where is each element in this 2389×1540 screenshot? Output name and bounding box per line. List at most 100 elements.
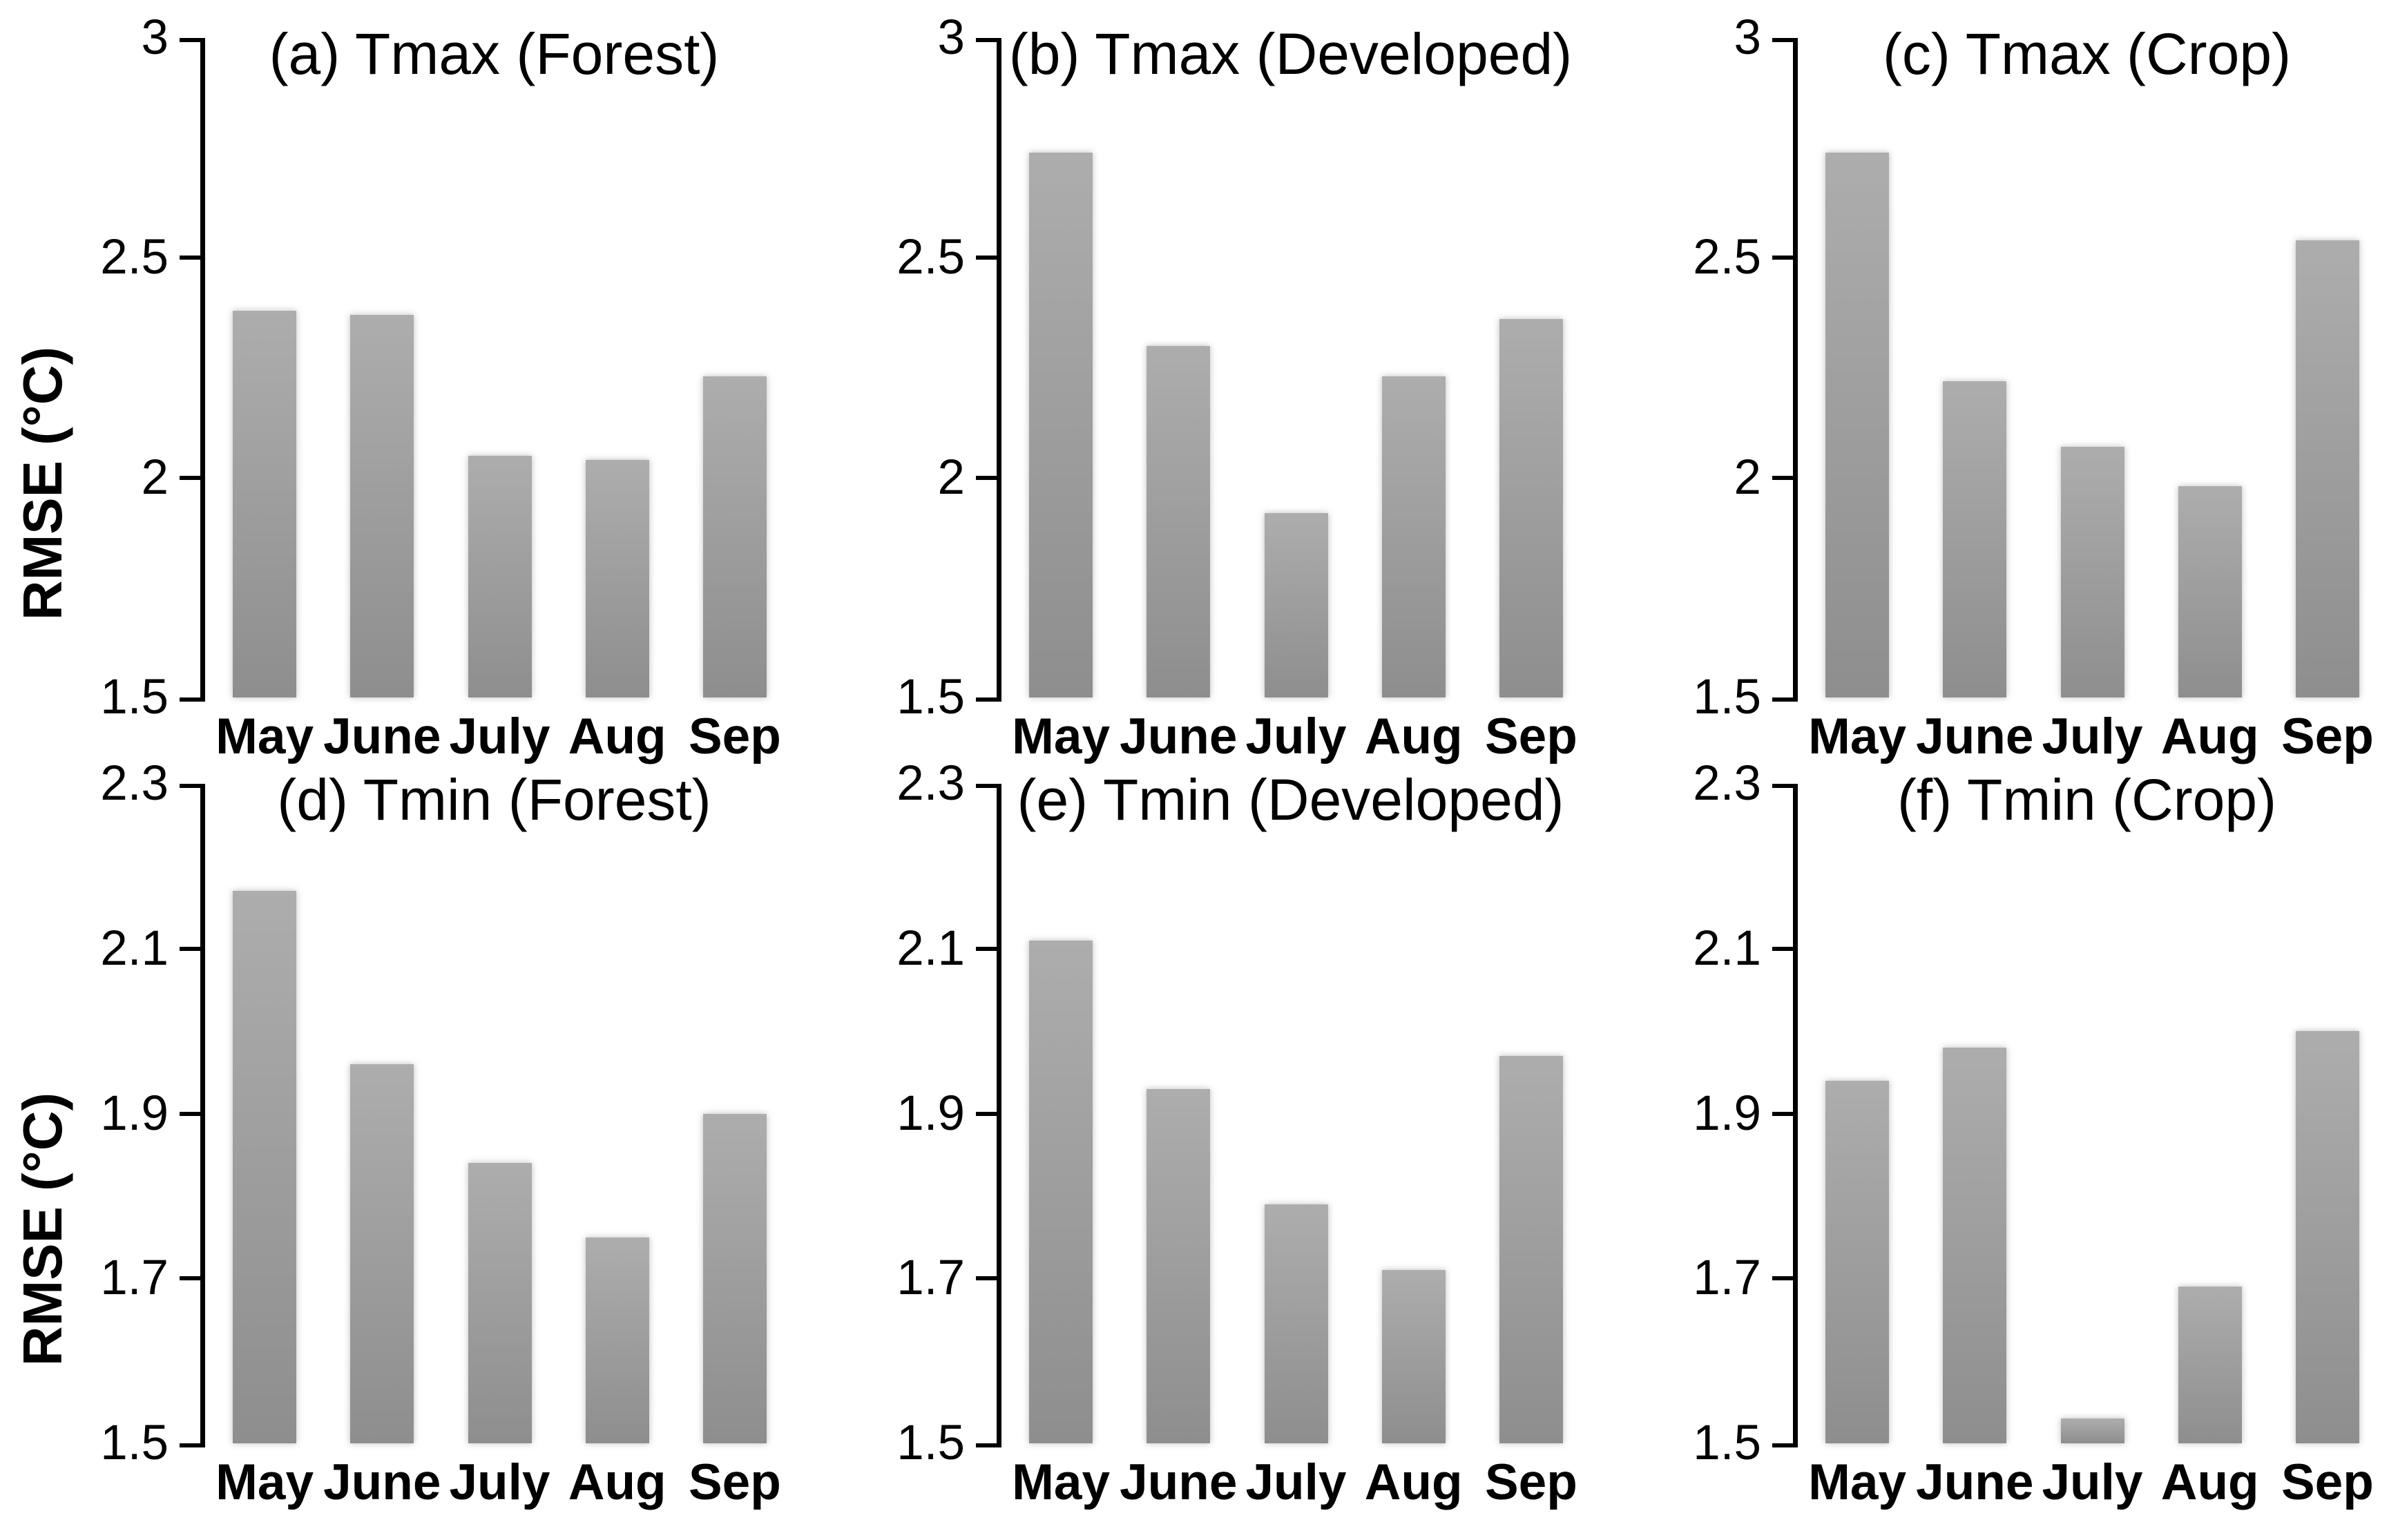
y-tick-label: 3 bbox=[141, 10, 169, 65]
bar-June bbox=[350, 315, 414, 697]
y-tick-label: 2.1 bbox=[896, 921, 965, 976]
y-tick bbox=[976, 1443, 1001, 1447]
bar-Aug bbox=[2178, 1287, 2242, 1443]
x-tick-label-Aug: Aug bbox=[2160, 709, 2259, 764]
y-tick-label: 1.7 bbox=[100, 1251, 169, 1306]
y-tick bbox=[1772, 946, 1798, 951]
y-tick-label: 1.5 bbox=[896, 1416, 965, 1470]
x-tick-label-Sep: Sep bbox=[1484, 709, 1577, 764]
y-tick-label: 1.5 bbox=[1693, 670, 1761, 724]
bar-May bbox=[1029, 940, 1093, 1443]
x-tick-label-June: June bbox=[1916, 709, 2034, 764]
y-tick-label: 2.1 bbox=[1693, 921, 1761, 976]
y-tick bbox=[1772, 475, 1798, 480]
bar-Sep bbox=[702, 1113, 767, 1443]
y-tick-label: 1.9 bbox=[100, 1086, 169, 1141]
bar-June bbox=[1146, 345, 1211, 697]
y-tick-label: 2.5 bbox=[100, 230, 169, 285]
plot-area: 2.3 2.1 1.9 1.7 1.5 May June July Aug Sep bbox=[1593, 746, 2389, 1510]
bar-Aug bbox=[1381, 376, 1446, 697]
y-tick bbox=[976, 697, 1001, 702]
x-tick-label-Sep: Sep bbox=[688, 709, 781, 764]
y-tick-label: 2 bbox=[1734, 450, 1762, 505]
plot-area: 3 2.5 2 1.5 May June July Aug Sep bbox=[0, 0, 796, 764]
bar-Aug bbox=[585, 460, 649, 697]
bar-July bbox=[1264, 512, 1328, 697]
plot-area: 3 2.5 2 1.5 May June July Aug Sep bbox=[796, 0, 1593, 764]
y-tick bbox=[180, 256, 205, 260]
bar-June bbox=[1943, 1048, 2007, 1443]
y-tick bbox=[976, 946, 1001, 951]
y-axis-line bbox=[1793, 38, 1798, 702]
y-tick-label: 1.5 bbox=[1693, 1416, 1761, 1470]
y-tick bbox=[976, 1276, 1001, 1281]
y-tick bbox=[1772, 697, 1798, 702]
bar-June bbox=[1146, 1088, 1211, 1443]
bar-July bbox=[1264, 1204, 1328, 1443]
y-tick bbox=[180, 1276, 205, 1281]
x-tick-label-May: May bbox=[1012, 709, 1111, 764]
y-axis-line bbox=[1793, 784, 1798, 1447]
panel-title: (a) Tmax (Forest) bbox=[269, 21, 720, 86]
y-tick bbox=[180, 38, 205, 42]
x-tick-label-Sep: Sep bbox=[2281, 1454, 2374, 1510]
plot-area: 3 2.5 2 1.5 May June July Aug Sep bbox=[1593, 0, 2389, 764]
y-tick-label: 2.5 bbox=[896, 230, 965, 285]
bar-July bbox=[2060, 1418, 2124, 1443]
panel-f-tmin-crop: (f) Tmin (Crop) 2.3 2.1 1.9 1.7 1.5 May June Ju… bbox=[1593, 746, 2389, 1510]
y-tick bbox=[1772, 38, 1798, 42]
bar-June bbox=[1943, 381, 2007, 697]
plot-area: 2.3 2.1 1.9 1.7 1.5 May June July Aug Sep bbox=[796, 746, 1593, 1510]
bar-Sep bbox=[702, 376, 767, 697]
bar-Sep bbox=[1499, 319, 1563, 697]
y-tick bbox=[180, 784, 205, 788]
y-axis-line bbox=[997, 38, 1001, 702]
y-tick bbox=[1772, 1276, 1798, 1281]
x-tick-label-June: June bbox=[323, 709, 441, 764]
y-tick-label: 2 bbox=[937, 450, 966, 505]
x-tick-label-Sep: Sep bbox=[688, 1454, 781, 1510]
panel-title: (f) Tmin (Crop) bbox=[1897, 767, 2277, 832]
panel-title: (c) Tmax (Crop) bbox=[1882, 21, 2292, 86]
bar-May bbox=[233, 310, 297, 697]
y-tick-label: 2 bbox=[141, 450, 169, 505]
y-tick-label: 1.9 bbox=[1693, 1086, 1761, 1141]
panel-c-tmax-crop: (c) Tmax (Crop) 3 2.5 2 1.5 May June July Aug Se… bbox=[1593, 0, 2389, 764]
y-axis-line bbox=[200, 38, 205, 702]
x-tick-label-Sep: Sep bbox=[1484, 1454, 1577, 1510]
x-tick-label-July: July bbox=[449, 709, 550, 764]
y-tick bbox=[180, 1111, 205, 1116]
x-tick-label-Aug: Aug bbox=[1364, 709, 1463, 764]
y-tick-label: 1.9 bbox=[896, 1086, 965, 1141]
y-tick-label: 2.3 bbox=[896, 756, 965, 811]
plot-area: 2.3 2.1 1.9 1.7 1.5 May June July Aug Sep bbox=[0, 746, 796, 1510]
bar-Sep bbox=[2295, 1031, 2359, 1443]
bar-May bbox=[1029, 152, 1093, 697]
y-tick-label: 1.7 bbox=[1693, 1251, 1761, 1306]
x-tick-label-May: May bbox=[215, 709, 314, 764]
bar-Aug bbox=[585, 1237, 649, 1443]
panel-title: (d) Tmin (Forest) bbox=[277, 767, 711, 832]
y-tick bbox=[180, 946, 205, 951]
y-axis-line bbox=[997, 784, 1001, 1447]
y-tick bbox=[180, 475, 205, 480]
y-tick bbox=[1772, 256, 1798, 260]
panel-a-tmax-forest: RMSE (°C) (a) Tmax (Forest) 3 2.5 2 1.5 May J… bbox=[0, 0, 796, 764]
panel-e-tmin-developed: (e) Tmin (Developed) 2.3 2.1 1.9 1.7 1.5 May J… bbox=[796, 746, 1593, 1510]
y-tick-label: 1.5 bbox=[100, 1416, 169, 1470]
bar-Sep bbox=[1499, 1055, 1563, 1443]
x-tick-label-July: July bbox=[2042, 709, 2143, 764]
bar-July bbox=[468, 455, 532, 697]
y-tick bbox=[976, 784, 1001, 788]
y-tick-label: 2.5 bbox=[1693, 230, 1761, 285]
bar-Aug bbox=[1381, 1270, 1446, 1443]
bar-Sep bbox=[2295, 240, 2359, 697]
y-tick-label: 1.5 bbox=[100, 670, 169, 724]
bar-Aug bbox=[2178, 486, 2242, 697]
panel-b-tmax-developed: (b) Tmax (Developed) 3 2.5 2 1.5 May June July… bbox=[796, 0, 1593, 764]
x-tick-label-May: May bbox=[1808, 709, 1907, 764]
x-tick-label-Sep: Sep bbox=[2281, 709, 2374, 764]
y-tick-label: 2.3 bbox=[100, 756, 169, 811]
bar-May bbox=[1825, 152, 1890, 697]
